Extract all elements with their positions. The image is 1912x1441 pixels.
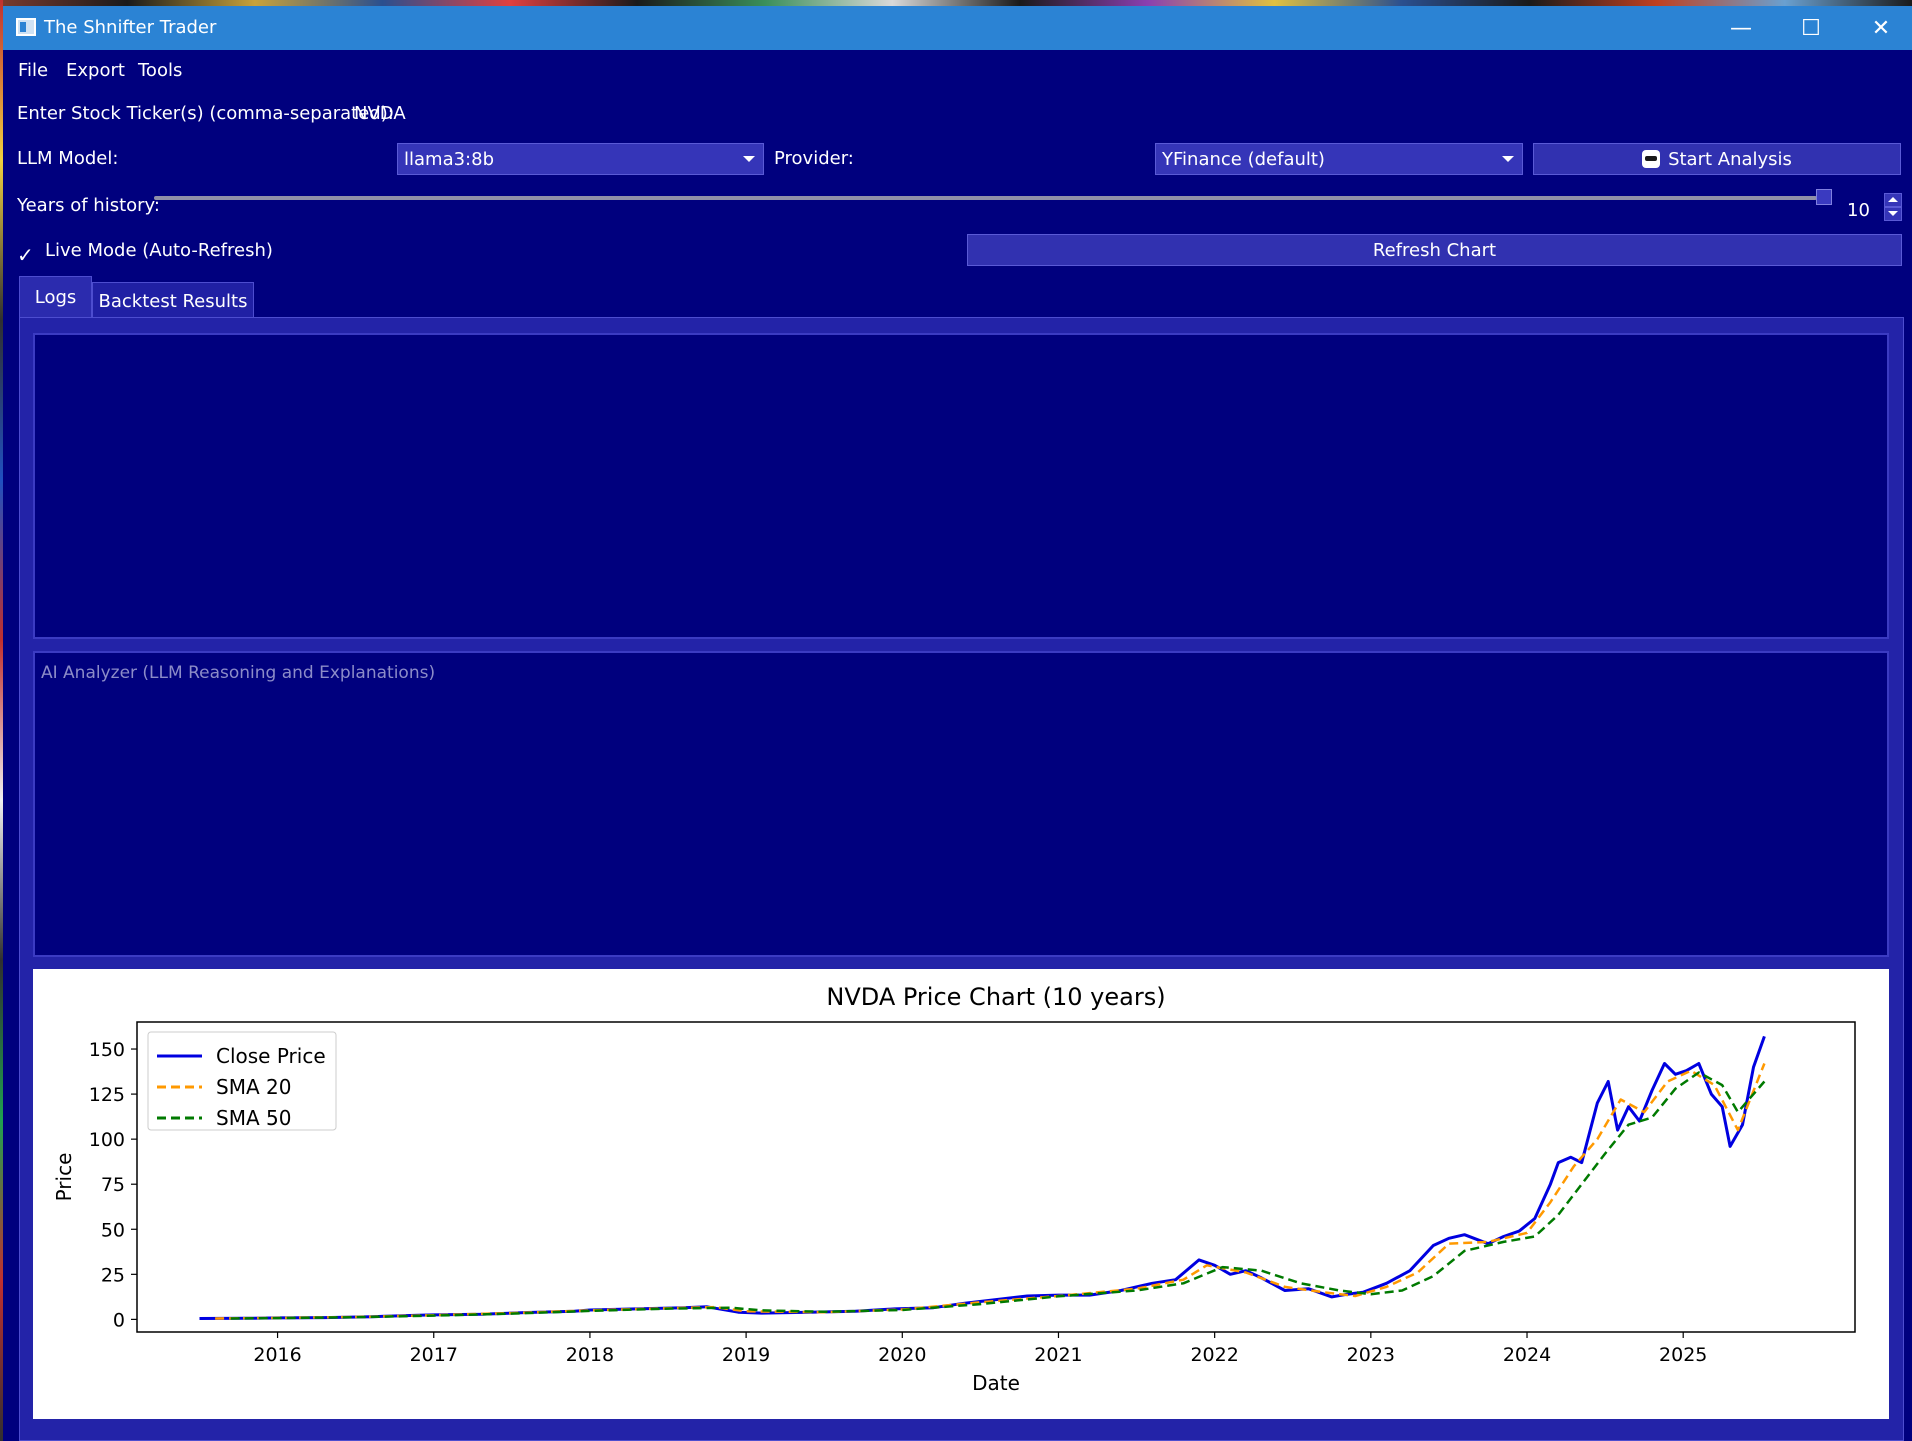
years-spinbox-value[interactable]: 10 bbox=[1847, 200, 1870, 221]
ai-analyzer-textarea[interactable]: AI Analyzer (LLM Reasoning and Explanati… bbox=[33, 651, 1889, 957]
llm-model-value: llama3:8b bbox=[404, 148, 494, 170]
y-tick-label: 125 bbox=[89, 1084, 125, 1106]
y-tick-label: 75 bbox=[101, 1174, 125, 1196]
provider-label: Provider: bbox=[774, 148, 854, 169]
plot-frame bbox=[136, 1021, 1856, 1333]
tab-logs[interactable]: Logs bbox=[19, 276, 92, 318]
checkmark-icon[interactable]: ✓ bbox=[17, 243, 34, 267]
refresh-chart-label: Refresh Chart bbox=[1372, 239, 1497, 261]
chevron-down-icon bbox=[743, 156, 755, 162]
x-axis-label: Date bbox=[972, 1371, 1020, 1395]
legend-label: SMA 50 bbox=[216, 1106, 291, 1130]
years-label: Years of history: bbox=[17, 195, 160, 216]
x-tick-label: 2019 bbox=[722, 1344, 770, 1366]
minimize-button[interactable]: — bbox=[1730, 15, 1752, 41]
menu-tools[interactable]: Tools bbox=[138, 60, 183, 81]
robot-icon bbox=[1642, 150, 1661, 168]
legend-label: Close Price bbox=[216, 1044, 326, 1068]
ai-analyzer-placeholder: AI Analyzer (LLM Reasoning and Explanati… bbox=[41, 663, 436, 683]
y-tick-label: 100 bbox=[89, 1129, 125, 1151]
x-tick-label: 2024 bbox=[1503, 1344, 1551, 1366]
provider-select[interactable]: YFinance (default) bbox=[1155, 143, 1523, 175]
series-line-sma-50 bbox=[230, 1071, 1766, 1320]
llm-model-label: LLM Model: bbox=[17, 148, 119, 169]
menu-export[interactable]: Export bbox=[66, 60, 125, 81]
chart-title: NVDA Price Chart (10 years) bbox=[826, 983, 1165, 1011]
x-tick-label: 2023 bbox=[1347, 1344, 1395, 1366]
x-tick-label: 2016 bbox=[253, 1344, 301, 1366]
y-tick-label: 25 bbox=[101, 1264, 125, 1286]
legend-label: SMA 20 bbox=[216, 1075, 291, 1099]
chevron-down-icon bbox=[1502, 156, 1514, 162]
app-window-icon bbox=[16, 18, 36, 36]
live-mode-checkbox-label[interactable]: Live Mode (Auto-Refresh) bbox=[45, 240, 273, 261]
start-analysis-button[interactable]: Start Analysis bbox=[1533, 143, 1901, 175]
desktop-background-strip bbox=[0, 0, 1912, 6]
x-tick-label: 2025 bbox=[1659, 1344, 1707, 1366]
menu-bar: File Export Tools bbox=[3, 50, 1912, 92]
ticker-label: Enter Stock Ticker(s) (comma-separated): bbox=[17, 103, 394, 124]
y-tick-label: 150 bbox=[89, 1039, 125, 1061]
desktop-background-edge bbox=[0, 0, 3, 1441]
window-title: The Shnifter Trader bbox=[44, 17, 217, 38]
price-chart: NVDA Price Chart (10 years) 2016 2017 2018 2… bbox=[33, 969, 1889, 1419]
title-bar[interactable]: The Shnifter Trader — ☐ ✕ bbox=[3, 6, 1912, 50]
llm-model-select[interactable]: llama3:8b bbox=[397, 143, 764, 175]
y-axis-label: Price bbox=[52, 1153, 76, 1202]
close-button[interactable]: ✕ bbox=[1871, 15, 1891, 41]
refresh-chart-button[interactable]: Refresh Chart bbox=[967, 234, 1902, 266]
menu-file[interactable]: File bbox=[18, 60, 49, 81]
start-analysis-label: Start Analysis bbox=[1668, 148, 1792, 170]
log-output-area[interactable] bbox=[33, 333, 1889, 639]
years-slider-track[interactable] bbox=[154, 196, 1817, 200]
y-tick-label: 0 bbox=[113, 1309, 125, 1331]
series-line-close-price bbox=[199, 1035, 1766, 1320]
series-line-sma-20 bbox=[215, 1063, 1766, 1320]
tab-logs-label: Logs bbox=[34, 287, 77, 308]
x-tick-label: 2020 bbox=[878, 1344, 926, 1366]
ticker-input[interactable]: NVDA bbox=[354, 103, 406, 124]
spin-down-icon[interactable] bbox=[1884, 207, 1902, 221]
provider-value: YFinance (default) bbox=[1162, 148, 1325, 170]
maximize-button[interactable]: ☐ bbox=[1801, 15, 1821, 41]
years-slider-handle[interactable] bbox=[1816, 189, 1832, 205]
y-tick-label: 50 bbox=[101, 1219, 125, 1241]
spin-up-icon[interactable] bbox=[1884, 193, 1902, 207]
app-window: The Shnifter Trader — ☐ ✕ File Export To… bbox=[3, 6, 1912, 1441]
tab-backtest-label: Backtest Results bbox=[98, 291, 248, 312]
x-tick-label: 2018 bbox=[566, 1344, 614, 1366]
x-tick-label: 2017 bbox=[410, 1344, 458, 1366]
price-chart-svg: NVDA Price Chart (10 years) 2016 2017 2018 2… bbox=[52, 983, 1856, 1395]
x-tick-label: 2021 bbox=[1034, 1344, 1082, 1366]
logs-tab-pane: AI Analyzer (LLM Reasoning and Explanati… bbox=[19, 317, 1904, 1441]
tab-backtest-results[interactable]: Backtest Results bbox=[92, 282, 254, 320]
x-tick-label: 2022 bbox=[1190, 1344, 1238, 1366]
